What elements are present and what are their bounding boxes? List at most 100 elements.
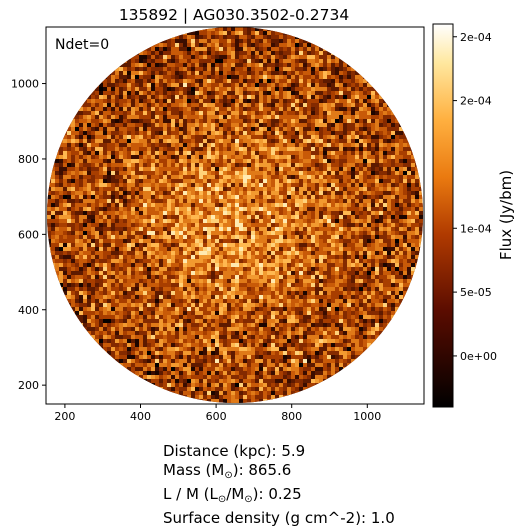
flux-pixel xyxy=(199,99,203,103)
flux-pixel xyxy=(99,87,103,91)
flux-pixel xyxy=(367,259,371,263)
flux-pixel xyxy=(183,103,187,107)
flux-pixel xyxy=(107,139,111,143)
flux-pixel xyxy=(187,43,191,47)
flux-pixel xyxy=(123,103,127,107)
flux-pixel xyxy=(91,251,95,255)
flux-pixel xyxy=(275,271,279,275)
flux-pixel xyxy=(227,211,231,215)
chart-title: 135892 | AG030.3502-0.2734 xyxy=(119,6,349,24)
flux-pixel xyxy=(135,183,139,187)
flux-pixel xyxy=(303,55,307,59)
flux-pixel xyxy=(175,31,179,35)
flux-pixel xyxy=(303,175,307,179)
flux-pixel xyxy=(291,203,295,207)
flux-pixel xyxy=(219,179,223,183)
flux-pixel xyxy=(187,119,191,123)
flux-pixel xyxy=(411,223,415,227)
flux-pixel xyxy=(375,263,379,267)
flux-pixel xyxy=(363,239,367,243)
flux-pixel xyxy=(215,51,219,55)
flux-pixel xyxy=(191,247,195,251)
flux-pixel xyxy=(239,163,243,167)
flux-pixel xyxy=(311,251,315,255)
flux-pixel xyxy=(403,139,407,143)
flux-pixel xyxy=(195,171,199,175)
flux-pixel xyxy=(179,107,183,111)
flux-pixel xyxy=(311,123,315,127)
flux-pixel xyxy=(67,155,71,159)
flux-pixel xyxy=(107,179,111,183)
flux-pixel xyxy=(235,123,239,127)
flux-pixel xyxy=(159,63,163,67)
flux-pixel xyxy=(251,155,255,159)
flux-pixel xyxy=(151,239,155,243)
flux-pixel xyxy=(359,87,363,91)
flux-pixel xyxy=(235,55,239,59)
flux-pixel xyxy=(211,59,215,63)
flux-pixel xyxy=(339,115,343,119)
flux-pixel xyxy=(347,215,351,219)
flux-pixel xyxy=(191,75,195,79)
flux-pixel xyxy=(351,95,355,99)
flux-pixel xyxy=(287,147,291,151)
flux-pixel xyxy=(367,103,371,107)
flux-pixel xyxy=(355,103,359,107)
flux-pixel xyxy=(147,43,151,47)
flux-pixel xyxy=(147,247,151,251)
flux-pixel xyxy=(203,31,207,35)
flux-pixel xyxy=(111,175,115,179)
flux-pixel xyxy=(279,63,283,67)
flux-pixel xyxy=(311,63,315,67)
flux-pixel xyxy=(267,115,271,119)
flux-pixel xyxy=(111,163,115,167)
flux-pixel xyxy=(91,163,95,167)
flux-pixel xyxy=(195,39,199,43)
flux-pixel xyxy=(227,47,231,51)
flux-pixel xyxy=(283,259,287,263)
flux-pixel xyxy=(335,115,339,119)
flux-pixel xyxy=(271,59,275,63)
flux-pixel xyxy=(95,187,99,191)
flux-pixel xyxy=(175,143,179,147)
flux-pixel xyxy=(119,159,123,163)
flux-pixel xyxy=(339,187,343,191)
flux-pixel xyxy=(307,155,311,159)
flux-pixel xyxy=(287,47,291,51)
flux-pixel xyxy=(335,271,339,275)
flux-pixel xyxy=(71,135,75,139)
flux-pixel xyxy=(319,215,323,219)
flux-pixel xyxy=(55,171,59,175)
flux-pixel xyxy=(167,123,171,127)
flux-pixel xyxy=(367,215,371,219)
flux-pixel xyxy=(351,235,355,239)
flux-pixel xyxy=(155,103,159,107)
flux-pixel xyxy=(263,239,267,243)
flux-pixel xyxy=(155,75,159,79)
flux-pixel xyxy=(175,259,179,263)
flux-pixel xyxy=(251,71,255,75)
flux-pixel xyxy=(251,83,255,87)
flux-pixel xyxy=(183,167,187,171)
flux-pixel xyxy=(323,151,327,155)
flux-pixel xyxy=(223,123,227,127)
flux-pixel xyxy=(247,67,251,71)
flux-pixel xyxy=(299,127,303,131)
flux-pixel xyxy=(159,95,163,99)
flux-pixel xyxy=(299,79,303,83)
flux-pixel xyxy=(159,115,163,119)
flux-pixel xyxy=(287,175,291,179)
flux-pixel xyxy=(283,67,287,71)
flux-pixel xyxy=(287,107,291,111)
flux-pixel xyxy=(283,219,287,223)
flux-pixel xyxy=(123,91,127,95)
flux-pixel xyxy=(111,79,115,83)
flux-pixel xyxy=(359,159,363,163)
flux-pixel xyxy=(147,55,151,59)
flux-pixel xyxy=(339,267,343,271)
flux-pixel xyxy=(51,155,55,159)
flux-pixel xyxy=(199,39,203,43)
flux-pixel xyxy=(235,119,239,123)
flux-pixel xyxy=(99,215,103,219)
flux-pixel xyxy=(151,231,155,235)
